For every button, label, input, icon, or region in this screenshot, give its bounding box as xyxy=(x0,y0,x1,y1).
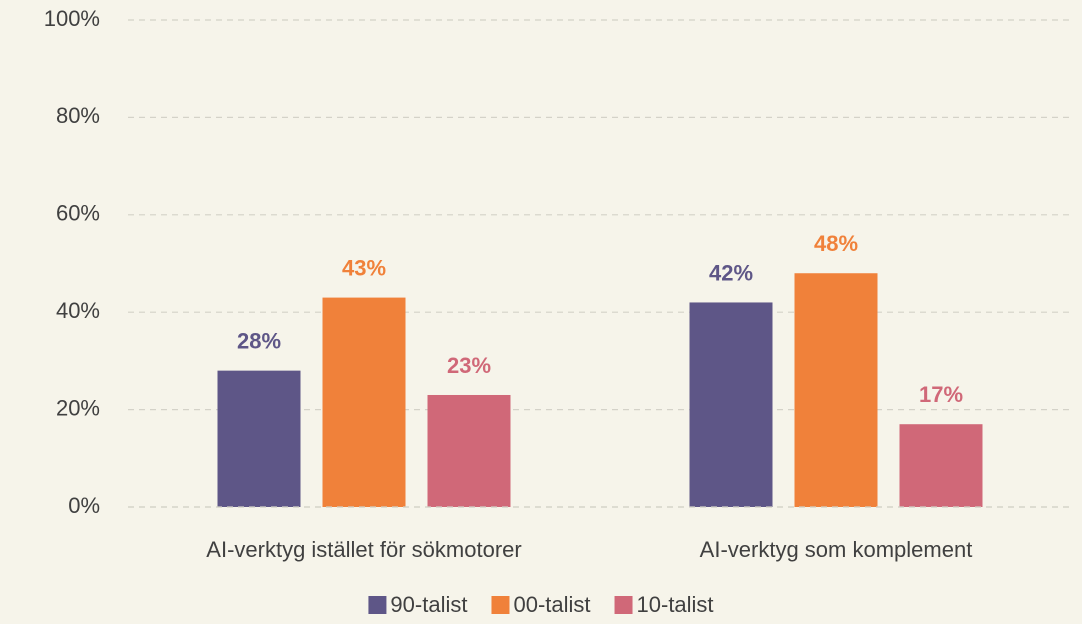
y-tick-label: 100% xyxy=(44,6,100,31)
value-label: 48% xyxy=(814,231,858,256)
legend-label: 10-talist xyxy=(637,592,714,617)
legend: 90-talist 00-talist 10-talist xyxy=(368,592,714,617)
y-tick-label: 0% xyxy=(68,493,100,518)
legend-swatch xyxy=(614,596,633,614)
legend-label: 00-talist xyxy=(513,592,590,617)
legend-swatch xyxy=(368,596,387,614)
x-tick-label: AI-verktyg istället för sökmotorer xyxy=(206,537,521,562)
y-tick-label: 20% xyxy=(56,395,100,420)
bar xyxy=(217,370,301,507)
y-tick-label: 60% xyxy=(56,201,100,226)
legend-label: 90-talist xyxy=(390,592,467,617)
value-label: 17% xyxy=(919,382,963,407)
value-label: 23% xyxy=(447,353,491,378)
bar xyxy=(689,302,773,507)
bar xyxy=(899,424,983,507)
bar xyxy=(794,273,878,507)
x-tick-label: AI-verktyg som komplement xyxy=(700,537,973,562)
bar xyxy=(322,297,406,507)
y-tick-label: 80% xyxy=(56,103,100,128)
bar xyxy=(427,394,511,507)
value-label: 42% xyxy=(709,260,753,285)
value-label: 43% xyxy=(342,255,386,280)
value-label: 28% xyxy=(237,328,281,353)
y-tick-label: 40% xyxy=(56,298,100,323)
legend-swatch xyxy=(491,596,510,614)
